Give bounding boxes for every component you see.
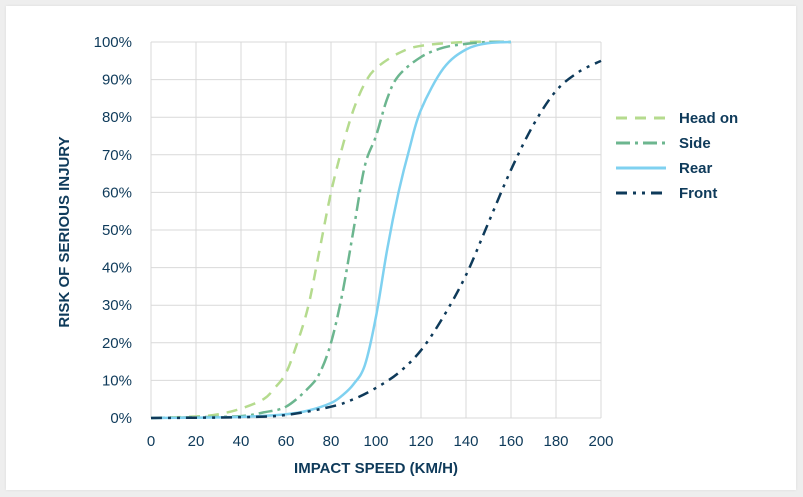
- x-tick-label: 200: [588, 433, 613, 450]
- y-tick-label: 80%: [102, 109, 132, 126]
- y-tick-label: 90%: [102, 72, 132, 89]
- x-tick-label: 180: [543, 433, 568, 450]
- y-tick-label: 100%: [94, 34, 132, 51]
- x-tick-label: 80: [323, 433, 340, 450]
- x-tick-label: 40: [233, 433, 250, 450]
- y-tick-label: 30%: [102, 297, 132, 314]
- tick-labels: 0 20 40 60 80 100 120 140 160 180 200 0% 10% 20% 30% 40…: [94, 34, 614, 450]
- y-tick-label: 40%: [102, 260, 132, 277]
- legend-label-head-on: Head on: [679, 110, 738, 127]
- y-tick-label: 10%: [102, 372, 132, 389]
- series-lines: [150, 40, 602, 420]
- legend-label-side: Side: [679, 135, 711, 152]
- x-axis-title: IMPACT SPEED (KM/H): [294, 460, 458, 477]
- x-tick-label: 140: [453, 433, 478, 450]
- y-tick-label: 20%: [102, 335, 132, 352]
- x-tick-label: 120: [408, 433, 433, 450]
- x-tick-label: 60: [278, 433, 295, 450]
- y-tick-label: 50%: [102, 222, 132, 239]
- legend-label-front: Front: [679, 185, 717, 202]
- x-tick-label: 20: [188, 433, 205, 450]
- x-tick-label: 0: [147, 433, 155, 450]
- legend-label-rear: Rear: [679, 160, 713, 177]
- legend-item-head-on: Head on: [616, 110, 738, 127]
- y-axis-title: RISK OF SERIOUS INJURY: [56, 136, 73, 327]
- series-line-side: [150, 40, 512, 420]
- x-tick-label: 160: [498, 433, 523, 450]
- legend-item-side: Side: [616, 135, 711, 152]
- series-line-front: [150, 59, 602, 420]
- y-tick-label: 60%: [102, 184, 132, 201]
- grid-lines: [150, 41, 602, 419]
- legend: Head on Side Rear Front: [616, 110, 738, 202]
- y-tick-label: 0%: [110, 410, 132, 427]
- chart-card: [6, 6, 796, 490]
- x-tick-label: 100: [363, 433, 388, 450]
- legend-item-front: Front: [616, 185, 717, 202]
- y-tick-label: 70%: [102, 147, 132, 164]
- legend-item-rear: Rear: [616, 160, 713, 177]
- series-line-head-on: [150, 40, 512, 420]
